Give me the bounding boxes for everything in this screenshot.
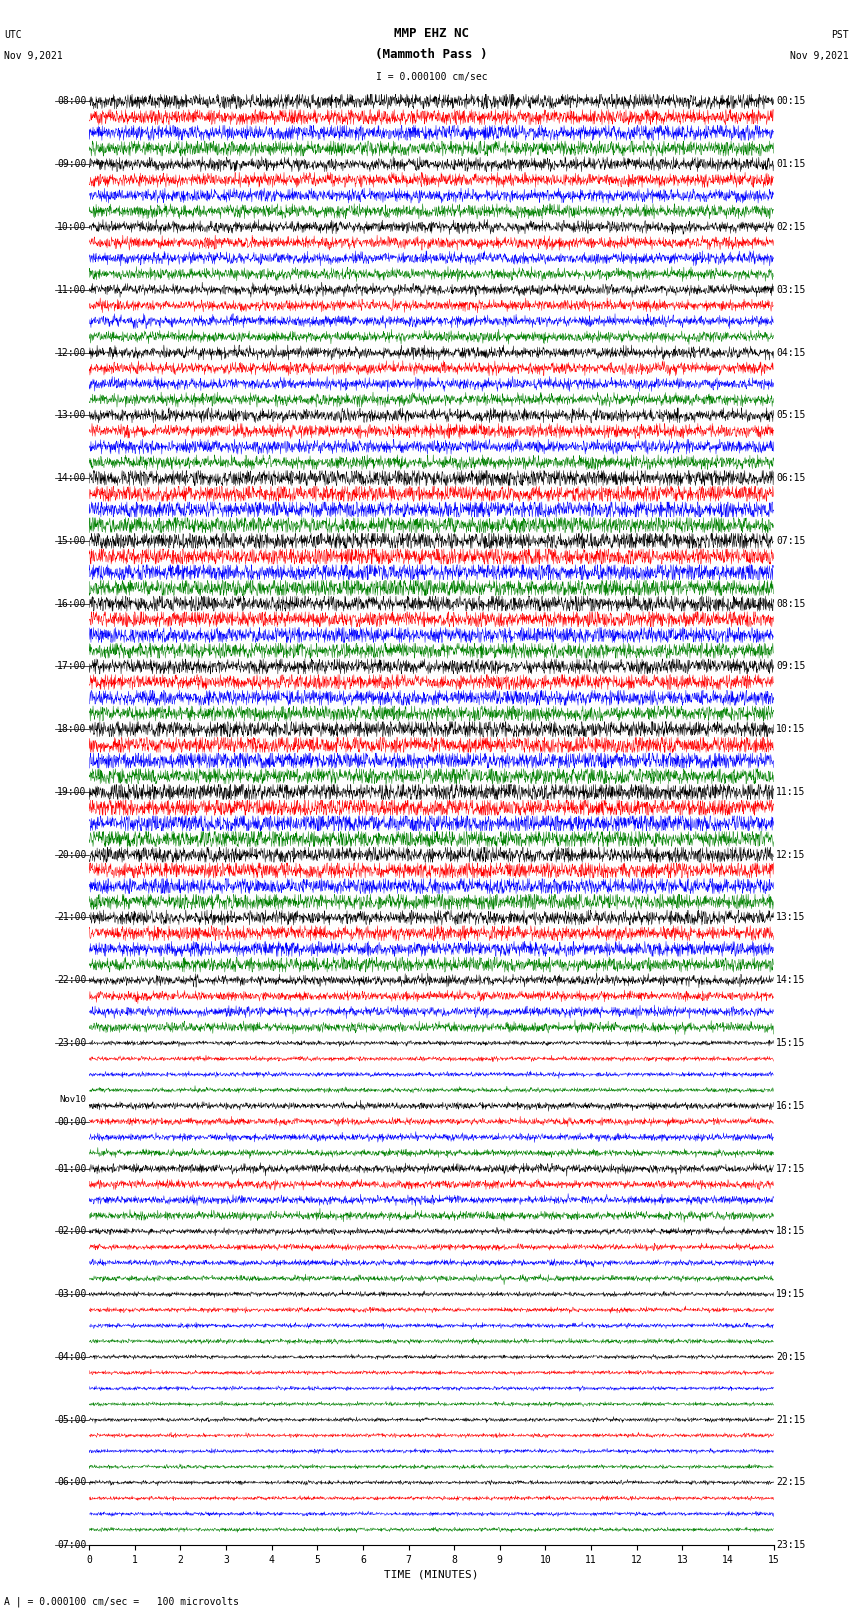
Text: Nov10: Nov10 xyxy=(60,1095,87,1103)
Text: 02:15: 02:15 xyxy=(776,223,806,232)
Text: 21:00: 21:00 xyxy=(57,913,87,923)
Text: 06:15: 06:15 xyxy=(776,473,806,482)
Text: 19:15: 19:15 xyxy=(776,1289,806,1298)
Text: 13:15: 13:15 xyxy=(776,913,806,923)
Text: 16:00: 16:00 xyxy=(57,598,87,608)
Text: A | = 0.000100 cm/sec =   100 microvolts: A | = 0.000100 cm/sec = 100 microvolts xyxy=(4,1595,239,1607)
Text: Nov 9,2021: Nov 9,2021 xyxy=(4,52,63,61)
Text: 03:00: 03:00 xyxy=(57,1289,87,1298)
Text: 19:00: 19:00 xyxy=(57,787,87,797)
Text: I = 0.000100 cm/sec: I = 0.000100 cm/sec xyxy=(376,73,487,82)
Text: 23:15: 23:15 xyxy=(776,1540,806,1550)
Text: 20:00: 20:00 xyxy=(57,850,87,860)
Text: 11:00: 11:00 xyxy=(57,286,87,295)
Text: 05:00: 05:00 xyxy=(57,1415,87,1424)
Text: 13:00: 13:00 xyxy=(57,410,87,421)
Text: 03:15: 03:15 xyxy=(776,286,806,295)
Text: 21:15: 21:15 xyxy=(776,1415,806,1424)
Text: 04:00: 04:00 xyxy=(57,1352,87,1361)
Text: 14:15: 14:15 xyxy=(776,976,806,986)
Text: 18:15: 18:15 xyxy=(776,1226,806,1237)
Text: 01:00: 01:00 xyxy=(57,1163,87,1174)
Text: 02:00: 02:00 xyxy=(57,1226,87,1237)
Text: 22:00: 22:00 xyxy=(57,976,87,986)
Text: 09:15: 09:15 xyxy=(776,661,806,671)
Text: 20:15: 20:15 xyxy=(776,1352,806,1361)
Text: 01:15: 01:15 xyxy=(776,160,806,169)
Text: Nov 9,2021: Nov 9,2021 xyxy=(790,52,848,61)
Text: 12:15: 12:15 xyxy=(776,850,806,860)
Text: (Mammoth Pass ): (Mammoth Pass ) xyxy=(375,48,488,61)
Text: 10:00: 10:00 xyxy=(57,223,87,232)
Text: 05:15: 05:15 xyxy=(776,410,806,421)
Text: 08:15: 08:15 xyxy=(776,598,806,608)
Text: 06:00: 06:00 xyxy=(57,1478,87,1487)
Text: 17:15: 17:15 xyxy=(776,1163,806,1174)
Text: 09:00: 09:00 xyxy=(57,160,87,169)
Text: 18:00: 18:00 xyxy=(57,724,87,734)
Text: 07:00: 07:00 xyxy=(57,1540,87,1550)
Text: 12:00: 12:00 xyxy=(57,347,87,358)
Text: 00:15: 00:15 xyxy=(776,97,806,106)
Text: 04:15: 04:15 xyxy=(776,347,806,358)
Text: 11:15: 11:15 xyxy=(776,787,806,797)
Text: 15:00: 15:00 xyxy=(57,536,87,545)
Text: 07:15: 07:15 xyxy=(776,536,806,545)
Text: 00:00: 00:00 xyxy=(57,1116,87,1126)
Text: 10:15: 10:15 xyxy=(776,724,806,734)
X-axis label: TIME (MINUTES): TIME (MINUTES) xyxy=(384,1569,479,1579)
Text: 23:00: 23:00 xyxy=(57,1039,87,1048)
Text: 14:00: 14:00 xyxy=(57,473,87,482)
Text: PST: PST xyxy=(830,31,848,40)
Text: 22:15: 22:15 xyxy=(776,1478,806,1487)
Text: UTC: UTC xyxy=(4,31,22,40)
Text: 16:15: 16:15 xyxy=(776,1100,806,1111)
Text: MMP EHZ NC: MMP EHZ NC xyxy=(394,27,469,40)
Text: 15:15: 15:15 xyxy=(776,1039,806,1048)
Text: 17:00: 17:00 xyxy=(57,661,87,671)
Text: 08:00: 08:00 xyxy=(57,97,87,106)
